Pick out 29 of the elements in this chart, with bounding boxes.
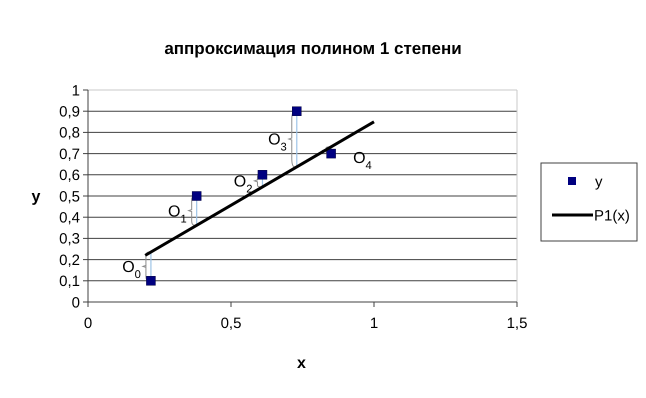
x-tick-label: 0,5 bbox=[220, 315, 242, 332]
x-tick-label: 1 bbox=[370, 315, 378, 332]
y-axis-title: y bbox=[32, 188, 41, 206]
legend-label: P1(x) bbox=[594, 207, 630, 224]
annotation: O$_{0}$ bbox=[122, 259, 141, 282]
annotation: O$_{2}$ bbox=[234, 173, 252, 196]
point bbox=[292, 106, 302, 116]
y-tick-label: 0 bbox=[72, 294, 80, 312]
annotation: O$_{3}$ bbox=[268, 132, 287, 154]
y-tick-label: 0,4 bbox=[59, 209, 80, 226]
x-tick-label: 0 bbox=[84, 315, 92, 332]
y-tick-label: 0,3 bbox=[59, 230, 80, 248]
y-tick-label: 0,1 bbox=[59, 273, 80, 290]
y-tick-label: 0,6 bbox=[59, 167, 80, 184]
annotation: O$_{4}$ bbox=[353, 150, 372, 172]
point bbox=[326, 148, 336, 158]
point bbox=[192, 191, 202, 201]
y-tick-label: 1 bbox=[72, 82, 80, 100]
x-axis-title: x bbox=[297, 355, 306, 372]
y-tick-label: 0,2 bbox=[59, 252, 80, 269]
x-tick-label: 1,5 bbox=[506, 315, 528, 332]
chart-title: аппроксимация полином 1 степени bbox=[164, 39, 462, 58]
y-tick-label: 0,7 bbox=[59, 146, 80, 163]
y-tick-label: 0,9 bbox=[59, 103, 80, 120]
y-tick-label: 0,5 bbox=[59, 188, 80, 206]
point bbox=[146, 276, 156, 286]
y-tick-label: 0,8 bbox=[59, 124, 80, 142]
legend-label: y bbox=[595, 173, 603, 190]
point bbox=[258, 170, 268, 180]
